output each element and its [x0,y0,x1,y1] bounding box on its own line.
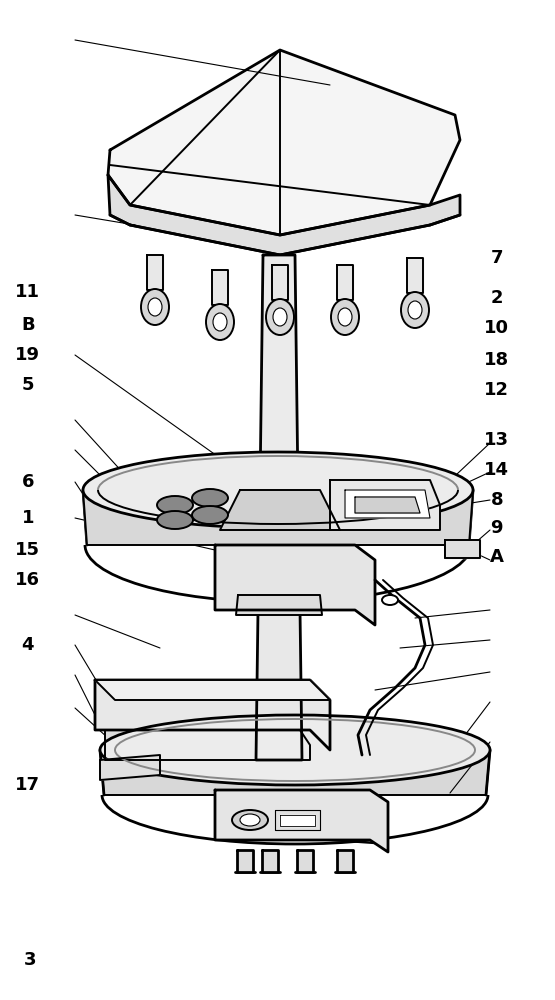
Polygon shape [272,265,288,300]
Text: 9: 9 [491,519,503,537]
Ellipse shape [157,496,193,514]
Polygon shape [355,497,420,513]
Polygon shape [83,490,473,545]
Polygon shape [100,750,490,795]
Text: 19: 19 [15,346,41,364]
Polygon shape [215,790,388,852]
Text: 10: 10 [484,319,509,337]
Text: 13: 13 [484,431,509,449]
Text: 3: 3 [24,951,37,969]
Ellipse shape [240,814,260,826]
Text: 15: 15 [15,541,41,559]
Polygon shape [275,810,320,830]
Ellipse shape [408,301,422,319]
Ellipse shape [100,715,490,785]
Polygon shape [445,540,480,558]
Ellipse shape [382,595,398,605]
Polygon shape [280,815,315,826]
Text: 4: 4 [22,636,34,654]
Ellipse shape [157,511,193,529]
Polygon shape [95,680,330,750]
Polygon shape [260,255,298,490]
Ellipse shape [206,304,234,340]
Polygon shape [236,595,322,615]
Polygon shape [407,258,423,293]
Ellipse shape [213,313,227,331]
Text: 14: 14 [484,461,509,479]
Text: 17: 17 [15,776,41,794]
Text: 11: 11 [15,283,41,301]
Text: 7: 7 [491,249,503,267]
Text: 2: 2 [491,289,503,307]
Text: B: B [21,316,34,334]
Polygon shape [212,270,228,305]
Polygon shape [345,490,430,518]
Polygon shape [220,490,340,530]
Text: 12: 12 [484,381,509,399]
Polygon shape [147,255,163,290]
Polygon shape [237,850,253,872]
Polygon shape [262,850,278,872]
Polygon shape [337,850,353,872]
Ellipse shape [192,489,228,507]
Ellipse shape [266,299,294,335]
Text: 18: 18 [484,351,509,369]
Ellipse shape [232,810,268,830]
Polygon shape [100,755,160,780]
Ellipse shape [331,299,359,335]
Polygon shape [297,850,313,872]
Polygon shape [330,480,440,530]
Ellipse shape [338,308,352,326]
Polygon shape [105,730,310,760]
Ellipse shape [83,452,473,528]
Polygon shape [108,175,460,255]
Ellipse shape [192,506,228,524]
Text: 5: 5 [22,376,34,394]
Ellipse shape [273,308,287,326]
Ellipse shape [148,298,162,316]
Polygon shape [337,265,353,300]
Text: A: A [490,548,504,566]
Ellipse shape [401,292,429,328]
Ellipse shape [141,289,169,325]
Polygon shape [95,680,330,700]
Text: 16: 16 [15,571,41,589]
Polygon shape [215,545,375,625]
Polygon shape [256,610,302,760]
Text: 8: 8 [491,491,503,509]
Text: 6: 6 [22,473,34,491]
Text: 1: 1 [22,509,34,527]
Polygon shape [108,50,460,235]
